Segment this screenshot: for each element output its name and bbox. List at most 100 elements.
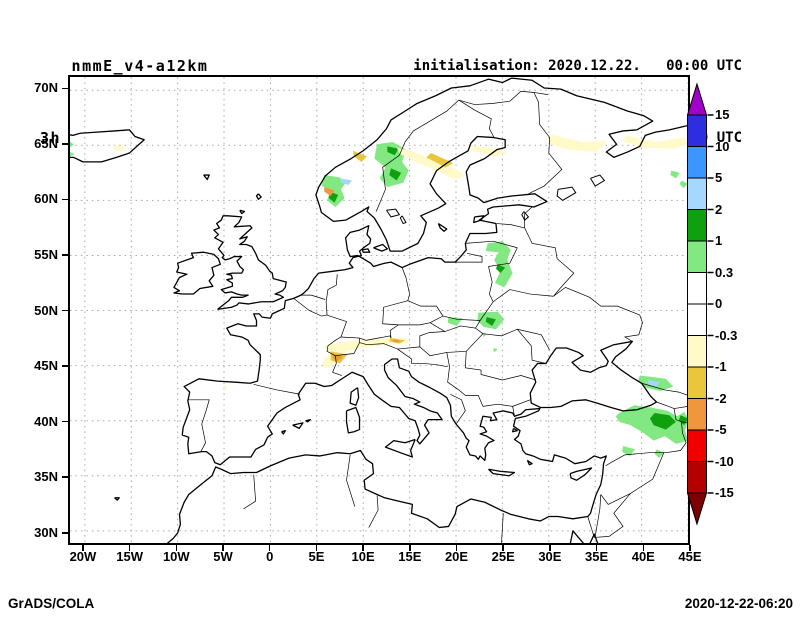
lat-tick-label: 30N — [34, 524, 58, 540]
colorbar-tick-label: 10 — [715, 138, 730, 154]
coastline — [349, 387, 360, 406]
coastline — [473, 215, 485, 224]
coastline — [239, 209, 246, 215]
snow-region-nw-russia-melt-west — [547, 134, 607, 152]
coastline — [181, 77, 688, 466]
lake-outline — [386, 208, 401, 218]
lon-axis-tick — [409, 545, 411, 551]
country-border — [368, 495, 379, 528]
snow-region-alps-orange-east — [392, 339, 401, 343]
lat-tick-label: 65N — [34, 135, 58, 151]
lat-axis-tick — [62, 476, 68, 478]
lake-outline — [556, 186, 577, 201]
country-border — [492, 289, 554, 303]
lat-axis-tick — [62, 309, 68, 312]
country-border — [482, 399, 531, 407]
lat-axis-tick — [62, 143, 68, 145]
snow-region-central-sweden-core1 — [387, 146, 399, 156]
country-border — [455, 252, 483, 263]
lon-tick-label: 5E — [308, 549, 325, 564]
country-border — [524, 227, 575, 297]
lat-axis-tick — [62, 420, 68, 423]
country-border — [359, 342, 420, 350]
lon-axis-tick — [362, 545, 364, 551]
lon-tick-label: 40E — [631, 549, 655, 564]
snow-region-nw-russia-melt-east — [622, 135, 688, 149]
snow-region-cantabria-melt-dot — [222, 385, 228, 390]
snow-region-sweden-melt-band — [396, 147, 466, 180]
lon-axis-tick — [128, 545, 131, 551]
lon-axis-tick — [689, 545, 691, 551]
snow-region-caucasus-coast-heavy — [648, 379, 661, 387]
country-border — [656, 401, 688, 409]
country-border — [512, 406, 515, 417]
lat-tick-label: 35N — [34, 469, 58, 485]
country-border — [450, 393, 466, 425]
colorbar-tick-label: -1 — [715, 359, 727, 374]
lon-tick-label: 30E — [538, 549, 562, 564]
snow-region-east-anatolia-core — [649, 413, 676, 430]
country-border — [401, 267, 410, 301]
snow-region-norway-coast-melt — [352, 150, 367, 162]
lon-axis-tick — [549, 545, 551, 551]
colorbar-segment — [687, 303, 707, 336]
country-border — [464, 351, 536, 381]
country-border — [496, 223, 525, 229]
country-border — [488, 266, 494, 302]
snow-region-russia-snow-dot1 — [670, 170, 680, 179]
colorbar-tick-label: -10 — [715, 453, 734, 469]
model-name: nmmE_v4-a12km — [71, 57, 209, 75]
coastline — [173, 251, 221, 295]
lon-axis-tick — [315, 545, 318, 551]
colorbar-tick-label: 1 — [715, 233, 723, 248]
country-border — [673, 408, 688, 424]
colorbar — [687, 82, 714, 526]
country-border — [375, 90, 548, 212]
country-border — [524, 206, 533, 228]
lon-axis-tick — [595, 545, 598, 551]
coastline — [488, 468, 516, 477]
country-border — [594, 493, 631, 538]
coastline — [526, 459, 533, 466]
country-border — [419, 327, 484, 357]
coastline — [114, 497, 120, 501]
country-border — [587, 516, 595, 538]
coastline — [166, 340, 658, 543]
coastline — [569, 530, 584, 543]
country-border — [641, 382, 688, 396]
country-border — [630, 452, 665, 494]
colorbar-tick-label: -5 — [715, 422, 727, 437]
country-border — [458, 99, 495, 138]
snow-region-baltic-snow-core — [495, 264, 506, 274]
lon-tick-label: 10W — [162, 549, 190, 564]
snow-region-alps-melt-band — [322, 338, 410, 369]
country-border — [429, 320, 481, 332]
snow-region-iceland-snow-dot1 — [70, 141, 74, 148]
lat-tick-label: 40N — [34, 413, 58, 429]
lon-tick-label: 45E — [678, 549, 702, 564]
colorbar-segment — [687, 177, 707, 210]
coastline — [569, 467, 593, 481]
lake-outline — [590, 174, 606, 187]
lon-axis-tick — [268, 545, 271, 551]
lon-axis-tick — [82, 545, 84, 551]
snow-region-bothnia-melt — [470, 145, 508, 157]
creation-timestamp: 2020-12-22-06:20 — [684, 596, 793, 611]
initialisation-time: initialisation: 2020.12.22. 00:00 UTC — [413, 58, 742, 74]
country-border — [382, 300, 444, 326]
lon-tick-label: 15W — [116, 549, 143, 564]
colorbar-tick-label: 15 — [715, 107, 730, 122]
country-border — [605, 421, 687, 467]
lon-axis-tick — [175, 545, 178, 551]
grads-credit: GrADS/COLA — [8, 596, 95, 611]
lon-tick-label: 20W — [69, 549, 97, 564]
country-border — [325, 274, 347, 338]
coastline — [281, 430, 286, 435]
coastline — [511, 427, 518, 433]
colorbar-tick-label: 0 — [715, 296, 723, 311]
country-border — [243, 474, 256, 510]
lon-tick-label: 0 — [266, 549, 274, 564]
country-border — [397, 348, 412, 364]
snow-region-tatras-snow — [447, 317, 463, 326]
lake-outline — [399, 215, 407, 225]
